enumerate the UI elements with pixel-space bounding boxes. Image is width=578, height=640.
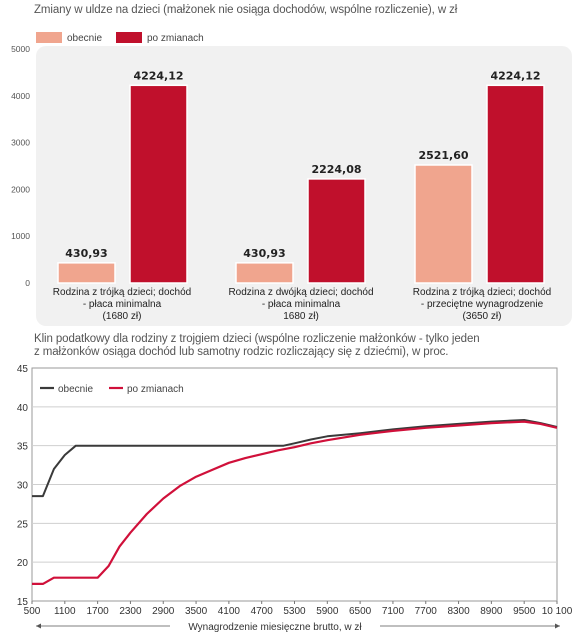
bar-obecnie-1	[235, 262, 294, 284]
bar-data-label: 4224,12	[133, 69, 183, 82]
bar-category-label: Rodzina z trójką dzieci; dochód	[413, 287, 551, 298]
bar-category-label: - przeciętne wynagrodzenie	[421, 299, 544, 310]
bar-obecnie-2	[414, 164, 473, 284]
bar-y-tick-label: 3000	[11, 138, 30, 148]
bar-category-label: - płaca minimalna	[262, 299, 341, 310]
bar-po-zmianach-2	[486, 84, 545, 284]
bar-category-label: Rodzina z dwójką dzieci; dochód	[228, 287, 373, 298]
line-x-tick-label: 5300	[283, 606, 306, 617]
line-y-tick-label: 20	[17, 558, 29, 569]
line-x-tick-label: 1700	[87, 606, 110, 617]
bar-data-label: 2224,08	[311, 163, 361, 176]
legend-swatch-0	[36, 32, 62, 43]
bar-category-label: (1680 zł)	[103, 311, 142, 322]
line-chart-title-line-2: z małżonków osiąga dochód lub samotny ro…	[34, 346, 449, 358]
x-axis-arrow-right-head	[555, 623, 560, 629]
line-x-tick-label: 7100	[382, 606, 405, 617]
bar-data-label: 4224,12	[490, 69, 540, 82]
bar-po-zmianach-0	[129, 84, 188, 284]
legend-label-1: po zmianach	[147, 33, 204, 44]
line-x-tick-label: 5900	[316, 606, 339, 617]
bar-category-label: Rodzina z trójką dzieci; dochód	[53, 287, 191, 298]
line-y-tick-label: 35	[17, 442, 29, 453]
bar-chart: obecnie po zmianach 0 1000 2000 3000 4000 5000 4…	[11, 32, 572, 326]
bar-chart-title: Zmiany w uldze na dzieci (małżonek nie o…	[34, 4, 458, 16]
line-chart-title-line-1: Klin podatkowy dla rodziny z trojgiem dz…	[34, 333, 480, 345]
line-x-axis-label: Wynagrodzenie miesięczne brutto, w zł	[188, 622, 362, 633]
line-series-obecnie	[32, 419, 558, 498]
line-x-tick-label: 4700	[251, 606, 274, 617]
line-x-tick-label: 2300	[119, 606, 142, 617]
line-y-tick-label: 45	[17, 364, 29, 375]
bar-category-label: (3650 zł)	[463, 311, 502, 322]
bar-category-label: 1680 zł)	[283, 311, 319, 322]
line-y-tick-label: 25	[17, 519, 29, 530]
bar-y-tick-label: 2000	[11, 184, 30, 194]
legend-label-0: obecnie	[67, 33, 102, 44]
bar-y-tick-label: 1000	[11, 231, 30, 241]
line-x-tick-label: 6500	[349, 606, 372, 617]
legend-swatch-1	[116, 32, 142, 43]
line-series-po-zmianach	[32, 420, 558, 586]
bar-y-tick-label: 4000	[11, 91, 30, 101]
bar-obecnie-0	[57, 262, 116, 284]
line-y-tick-label: 30	[17, 481, 29, 492]
line-x-tick-label: 8900	[480, 606, 503, 617]
bar-y-tick-label: 0	[25, 278, 30, 288]
line-legend-label-0: obecnie	[58, 384, 93, 395]
x-axis-arrow-left-head	[36, 623, 41, 629]
line-x-tick-label: 500	[24, 606, 41, 617]
line-x-tick-label: 1100	[54, 606, 76, 617]
bar-category-label: - płaca minimalna	[83, 299, 162, 310]
bar-data-label: 430,93	[243, 247, 285, 260]
bar-data-label: 430,93	[65, 247, 107, 260]
line-x-tick-label: 9500	[513, 606, 536, 617]
bar-po-zmianach-1	[307, 178, 366, 284]
line-y-tick-label: 40	[17, 403, 29, 414]
line-y-tick-label: 15	[17, 597, 29, 608]
line-legend-label-1: po zmianach	[127, 384, 184, 395]
line-x-tick-label: 8300	[447, 606, 470, 617]
line-x-tick-label: 2900	[152, 606, 175, 617]
bar-y-tick-label: 5000	[11, 44, 30, 54]
line-x-tick-label: 7700	[415, 606, 438, 617]
line-x-tick-label: 10 100	[542, 606, 573, 617]
line-x-tick-label: 3500	[185, 606, 208, 617]
line-x-tick-label: 4100	[218, 606, 241, 617]
bar-data-label: 2521,60	[418, 149, 468, 162]
